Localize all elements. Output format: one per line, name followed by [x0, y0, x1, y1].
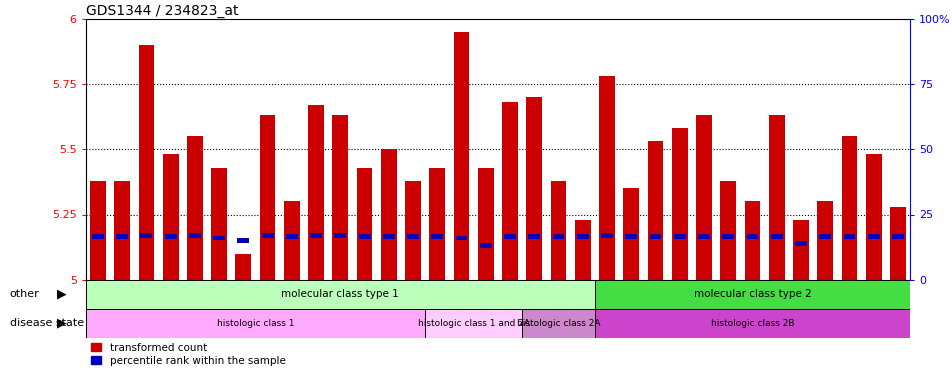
Bar — [286, 234, 297, 239]
Bar — [140, 233, 152, 238]
Text: other: other — [10, 289, 39, 299]
Bar — [114, 181, 129, 280]
Bar — [649, 234, 661, 239]
Bar — [89, 181, 106, 280]
Bar — [794, 241, 806, 246]
Bar — [211, 168, 227, 280]
Bar — [770, 234, 782, 239]
Bar — [720, 181, 735, 280]
Bar — [673, 234, 685, 239]
Bar — [722, 234, 733, 239]
Text: GDS1344 / 234823_at: GDS1344 / 234823_at — [86, 4, 238, 18]
Bar — [284, 201, 300, 280]
Bar — [527, 234, 540, 239]
Bar — [213, 236, 225, 240]
Bar — [165, 234, 176, 239]
Bar — [405, 181, 421, 280]
Bar — [889, 207, 905, 280]
Bar — [698, 234, 709, 239]
Bar — [574, 220, 590, 280]
Text: ▶: ▶ — [57, 288, 67, 301]
Bar — [504, 234, 515, 239]
Text: molecular class type 2: molecular class type 2 — [693, 289, 810, 299]
Bar — [237, 238, 249, 243]
Bar — [792, 220, 808, 280]
Text: ▶: ▶ — [57, 316, 67, 330]
Bar — [453, 32, 469, 280]
Bar — [819, 234, 830, 239]
Bar — [550, 181, 565, 280]
Bar — [891, 234, 902, 239]
Bar — [817, 201, 832, 280]
Legend: transformed count, percentile rank within the sample: transformed count, percentile rank withi… — [90, 343, 286, 366]
Bar — [116, 234, 128, 239]
Bar — [843, 234, 855, 239]
Bar — [623, 188, 639, 280]
Bar — [431, 234, 443, 239]
Bar — [383, 234, 394, 239]
Bar — [425, 309, 522, 338]
Bar — [625, 234, 637, 239]
Text: histologic class 1 and 2A: histologic class 1 and 2A — [417, 319, 529, 328]
Bar — [841, 136, 857, 280]
Bar — [455, 236, 467, 240]
Bar — [356, 168, 372, 280]
Bar — [522, 309, 594, 338]
Bar — [262, 233, 273, 238]
Text: disease state: disease state — [10, 318, 84, 328]
Bar — [260, 116, 275, 280]
Text: molecular class type 1: molecular class type 1 — [281, 289, 399, 299]
Bar — [86, 280, 594, 309]
Bar — [138, 45, 154, 280]
Bar — [599, 76, 614, 280]
Bar — [358, 234, 370, 239]
Bar — [478, 168, 493, 280]
Bar — [187, 136, 203, 280]
Bar — [647, 141, 663, 280]
Bar — [576, 234, 588, 239]
Text: histologic class 2A: histologic class 2A — [516, 319, 600, 328]
Bar — [163, 154, 178, 280]
Bar — [695, 116, 711, 280]
Bar — [188, 233, 201, 238]
Bar — [381, 149, 396, 280]
Bar — [332, 116, 347, 280]
Bar — [502, 102, 517, 280]
Bar — [526, 97, 542, 280]
Bar — [594, 280, 909, 309]
Bar — [429, 168, 445, 280]
Bar — [601, 233, 612, 238]
Bar — [865, 154, 881, 280]
Bar — [235, 254, 251, 280]
Bar — [552, 234, 564, 239]
Bar — [407, 234, 419, 239]
Bar — [671, 128, 687, 280]
Bar — [92, 234, 104, 239]
Text: histologic class 2B: histologic class 2B — [710, 319, 793, 328]
Bar — [745, 234, 758, 239]
Bar — [334, 233, 346, 238]
Bar — [768, 116, 783, 280]
Bar — [86, 309, 425, 338]
Text: histologic class 1: histologic class 1 — [216, 319, 294, 328]
Bar — [744, 201, 760, 280]
Bar — [307, 105, 324, 280]
Bar — [309, 233, 322, 238]
Bar — [867, 234, 879, 239]
Bar — [594, 309, 909, 338]
Bar — [480, 243, 491, 248]
